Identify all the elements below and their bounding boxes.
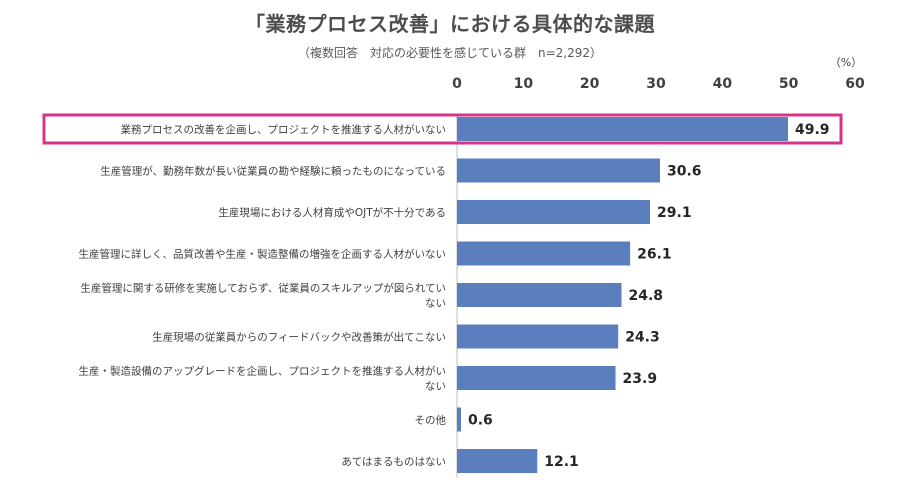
highlight-box <box>42 113 843 145</box>
bar <box>457 117 789 141</box>
chart-title: 「業務プロセス改善」における具体的な課題 <box>245 12 655 36</box>
bars: 業務プロセスの改善を企画し、プロジェクトを推進する人材がいない 49.9 生産管理が… <box>79 117 830 473</box>
category-label: あてはまるものはない <box>341 456 446 468</box>
category-label: 生産管理に詳しく、品質改善や生産・製造整備の増強を企画する人材がいない <box>79 248 447 261</box>
value-label: 29.1 <box>657 205 692 221</box>
category-label: 生産現場の従業員からのフィードバックや改善策が出てこない <box>152 331 446 344</box>
category-label: その他 <box>415 414 447 427</box>
value-label: 24.3 <box>625 330 660 346</box>
value-label: 0.6 <box>468 413 493 429</box>
value-label: 24.8 <box>629 288 664 304</box>
x-tick-label: 20 <box>580 76 600 92</box>
value-label: 12.1 <box>544 454 579 470</box>
x-tick-label: 30 <box>646 76 666 92</box>
category-label: 生産現場における人材育成やOJTが不十分である <box>218 206 446 219</box>
x-tick-label: 0 <box>452 76 462 92</box>
value-label: 23.9 <box>623 371 658 387</box>
bar <box>457 283 622 307</box>
category-label: 業務プロセスの改善を企画し、プロジェクトを推進する人材がいない <box>121 123 447 136</box>
bar <box>457 241 631 266</box>
bar <box>457 324 619 349</box>
value-label: 49.9 <box>795 122 830 138</box>
value-label: 30.6 <box>667 164 702 180</box>
category-label: 生産・製造設備のアップグレードを企画し、プロジェクトを推進する人材がい <box>79 365 447 378</box>
category-label: ない <box>425 381 446 393</box>
value-label: 26.1 <box>637 247 672 263</box>
x-tick-label: 50 <box>779 76 799 92</box>
category-label: 生産管理に関する研修を実施しておらず、従業員のスキルアップが図られてい <box>80 282 446 295</box>
x-tick-label: 60 <box>845 76 865 92</box>
bar <box>457 449 538 473</box>
x-axis-ticks: 0 10 20 30 40 50 60 <box>452 76 865 92</box>
bar <box>457 366 616 390</box>
x-tick-label: 40 <box>713 76 733 92</box>
bar <box>457 407 461 432</box>
bar <box>457 158 660 183</box>
unit-label: （%） <box>830 56 862 69</box>
chart-subtitle: （複数回答 対応の必要性を感じている群 n=2,292） <box>297 46 602 60</box>
bar <box>457 200 651 224</box>
category-label: ない <box>425 298 446 310</box>
category-label: 生産管理が、勤務年数が長い従業員の勘や経験に頼ったものになっている <box>100 165 446 178</box>
x-tick-label: 10 <box>514 76 534 92</box>
